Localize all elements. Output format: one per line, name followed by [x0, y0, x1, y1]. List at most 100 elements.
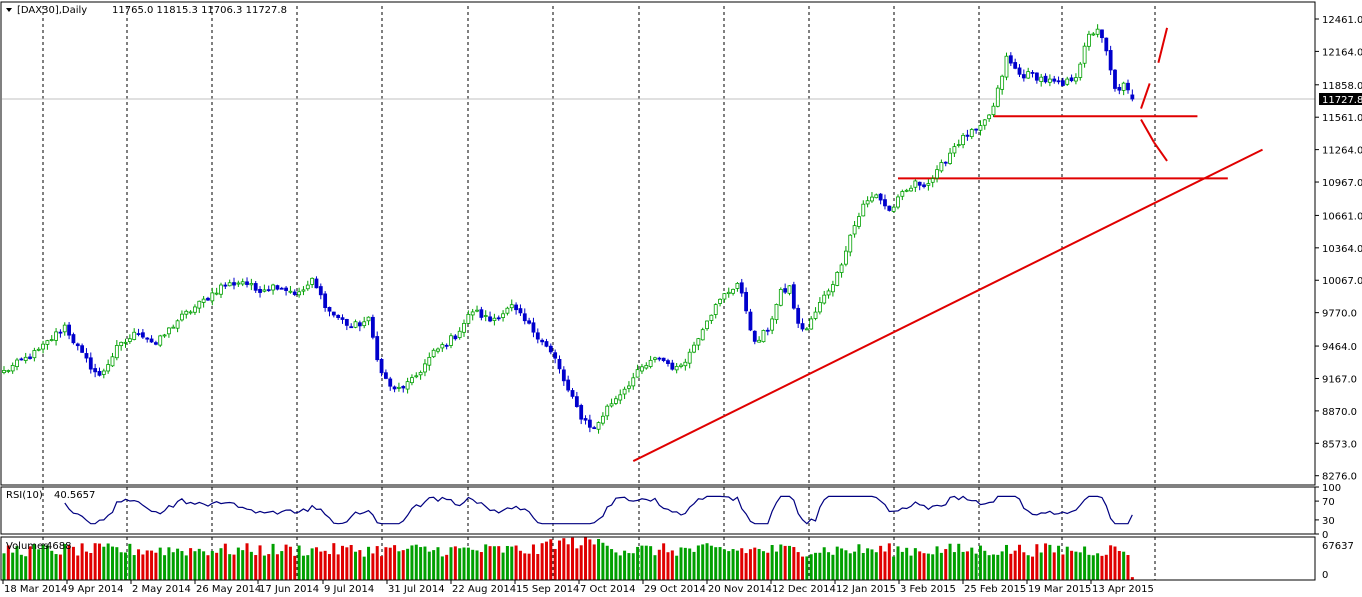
- candle-body: [214, 292, 219, 295]
- candle-body: [657, 357, 662, 360]
- price-tick-label: 10967.0: [1322, 178, 1362, 189]
- volume-bar: [1091, 555, 1095, 580]
- price-tick-label: 11858.0: [1322, 81, 1362, 92]
- volume-bar: [102, 546, 106, 580]
- candle-body: [271, 284, 275, 291]
- candle-body: [1043, 75, 1048, 83]
- time-tick-label: 7 Oct 2014: [580, 584, 635, 595]
- volume-bar: [197, 548, 201, 580]
- volume-bar: [926, 553, 930, 580]
- candle-body: [891, 206, 896, 212]
- candle-body: [71, 334, 76, 344]
- candle-body: [331, 311, 336, 316]
- candle-body: [917, 181, 922, 186]
- candle-body: [670, 362, 675, 370]
- candle-body: [982, 119, 987, 126]
- volume-bar: [605, 545, 609, 580]
- volume-bar: [84, 551, 88, 580]
- candle-body: [804, 328, 809, 331]
- volume-value: 4688: [46, 541, 71, 552]
- volume-bar: [618, 555, 622, 580]
- volume-bar: [540, 543, 544, 580]
- candle-body: [661, 357, 666, 361]
- candle-body: [622, 388, 627, 395]
- candle-body: [344, 318, 349, 326]
- volume-bar: [371, 553, 375, 580]
- candle-body: [848, 234, 853, 253]
- price-axis: 12461.0 12164.0 11858.0 11561.0 11264.0 10967…: [1315, 15, 1362, 581]
- candle-body: [648, 359, 653, 367]
- volume-bar: [406, 548, 410, 580]
- candle-body: [431, 349, 436, 358]
- volume-bar: [787, 545, 791, 580]
- candle-body: [440, 344, 445, 349]
- candle-body: [136, 333, 141, 335]
- volume-bar: [853, 551, 857, 580]
- volume-bar: [462, 547, 466, 580]
- volume-bar: [184, 555, 188, 580]
- candle-body: [67, 324, 71, 336]
- volume-bar: [393, 545, 397, 580]
- candle-body: [531, 322, 536, 333]
- volume-bar: [1083, 546, 1087, 580]
- volume-bar: [866, 548, 870, 580]
- price-tick-label: 8870.0: [1322, 407, 1357, 418]
- volume-bar: [453, 546, 457, 580]
- candle-body: [900, 191, 905, 197]
- volume-bar: [189, 548, 193, 580]
- volume-bar: [597, 538, 601, 580]
- volume-bar: [709, 545, 713, 580]
- candle-body: [778, 288, 783, 306]
- candle-body: [132, 331, 137, 340]
- candle-body: [93, 368, 98, 373]
- candle-body: [1026, 71, 1031, 79]
- volume-bar: [375, 546, 379, 580]
- volume-bar: [874, 552, 878, 580]
- candle-body: [553, 352, 558, 359]
- volume-bar: [1013, 550, 1017, 580]
- price-tick-label: 12164.0: [1322, 47, 1362, 58]
- volume-bar: [683, 547, 687, 580]
- volume-bar: [63, 544, 67, 580]
- candle-body: [783, 288, 788, 293]
- candle-body: [123, 341, 128, 344]
- volume-bar: [662, 543, 666, 580]
- candle-body: [1013, 62, 1018, 69]
- volume-bar: [401, 550, 405, 580]
- candle-body: [375, 336, 380, 361]
- volume-bar: [822, 547, 826, 580]
- volume-bar: [171, 552, 175, 580]
- panel-frame: [0, 536, 1316, 581]
- volume-bar: [241, 550, 245, 580]
- volume-bar: [124, 552, 128, 580]
- candle-body: [444, 344, 449, 347]
- candle-body: [909, 187, 913, 192]
- candle-body: [153, 342, 158, 345]
- dropdown-triangle-icon[interactable]: [6, 8, 12, 12]
- candle-body: [366, 316, 371, 322]
- candle-body: [705, 320, 709, 330]
- volume-bar: [974, 553, 978, 580]
- candle-body: [965, 134, 970, 137]
- candle-body: [757, 339, 762, 343]
- volume-bar: [1126, 555, 1130, 580]
- volume-bar: [349, 545, 353, 580]
- candle-body: [49, 339, 54, 341]
- volume-bar: [1096, 553, 1100, 580]
- volume-bar: [761, 551, 765, 580]
- rsi-tick-label: 0: [1322, 530, 1328, 541]
- candle-body: [58, 331, 63, 334]
- volume-bar: [297, 545, 301, 580]
- volume-bar: [310, 548, 314, 580]
- volume-bar: [935, 546, 939, 580]
- volume-bar: [67, 545, 71, 580]
- symbol-title: [DAX30],Daily: [17, 5, 87, 16]
- candle-body: [1091, 33, 1096, 36]
- candle-body: [587, 419, 592, 428]
- volume-bar: [614, 552, 618, 580]
- candle-body: [383, 372, 388, 379]
- volume-bar: [1057, 545, 1061, 580]
- candle-body: [922, 184, 926, 188]
- volume-bar: [523, 553, 527, 580]
